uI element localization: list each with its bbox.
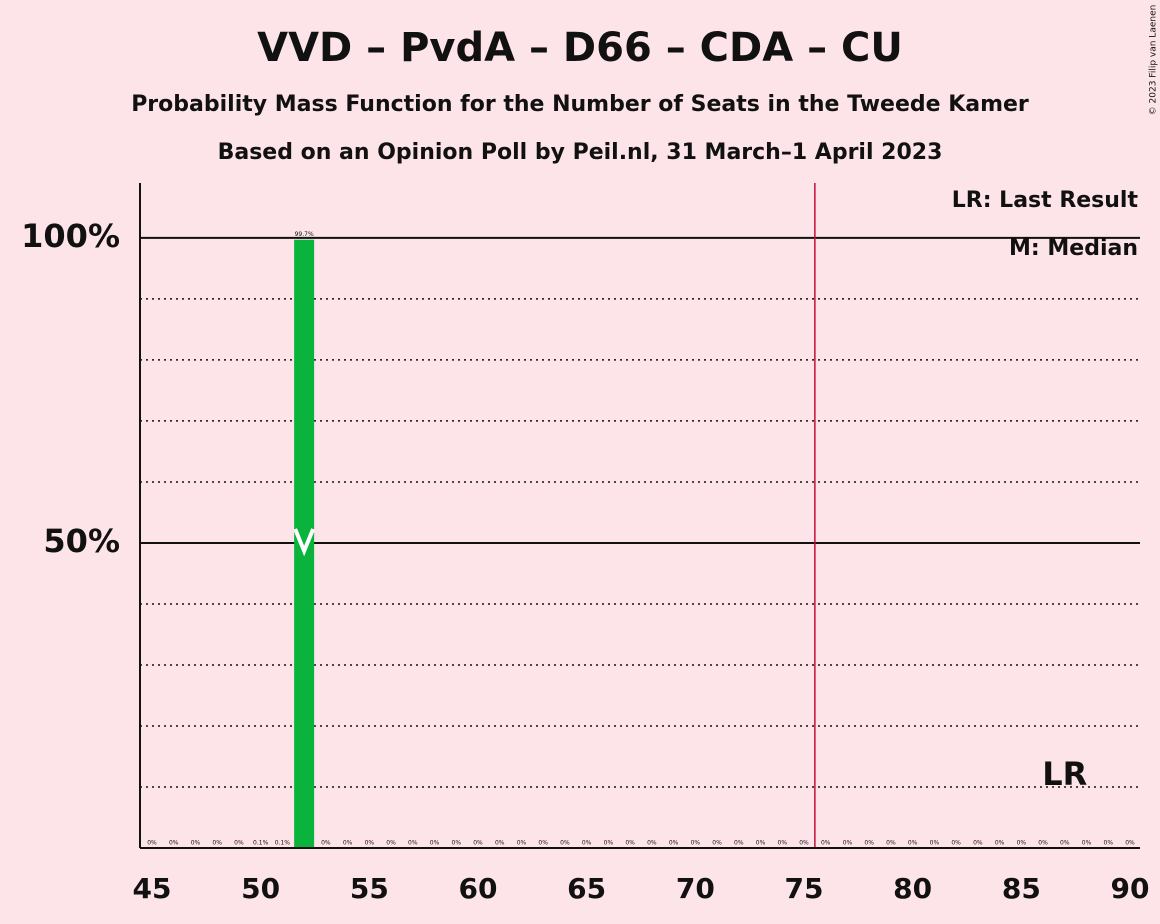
chart-subtitle: Probability Mass Function for the Number… <box>131 92 1029 117</box>
value-label: 0% <box>756 840 766 847</box>
value-label: 0% <box>930 840 940 847</box>
value-label: 0% <box>147 840 157 847</box>
value-label: 0% <box>430 840 440 847</box>
value-label: 0% <box>691 840 701 847</box>
value-label: 0% <box>843 840 853 847</box>
value-label: 0% <box>473 840 483 847</box>
value-label: 0.1% <box>253 840 269 847</box>
value-label: 0% <box>191 840 201 847</box>
x-tick-label: 90 <box>1111 872 1150 905</box>
value-label: 0% <box>712 840 722 847</box>
value-label: 0% <box>1125 840 1135 847</box>
value-label: 0% <box>1060 840 1070 847</box>
value-label: 0% <box>452 840 462 847</box>
value-label: 0% <box>1104 840 1114 847</box>
value-label: 0% <box>973 840 983 847</box>
x-tick-label: 70 <box>676 872 715 905</box>
value-label: 0% <box>517 840 527 847</box>
value-label: 0% <box>365 840 375 847</box>
value-label: 0.1% <box>275 840 291 847</box>
value-label: 0% <box>886 840 896 847</box>
value-label: 0% <box>1082 840 1092 847</box>
x-tick-label: 85 <box>1002 872 1041 905</box>
x-tick-label: 50 <box>241 872 280 905</box>
value-label: 0% <box>538 840 548 847</box>
y-tick-label: 50% <box>43 522 120 560</box>
copyright: © 2023 Filip van Laenen <box>1149 5 1159 116</box>
value-label: 0% <box>1038 840 1048 847</box>
x-tick-label: 75 <box>785 872 824 905</box>
value-label: 0% <box>604 840 614 847</box>
value-label: 0% <box>582 840 592 847</box>
legend-entry: M: Median <box>1009 236 1138 261</box>
x-tick-label: 55 <box>350 872 389 905</box>
x-tick-label: 60 <box>459 872 498 905</box>
value-label: 0% <box>908 840 918 847</box>
x-tick-label: 65 <box>567 872 606 905</box>
value-label: 0% <box>778 840 788 847</box>
y-tick-label: 100% <box>21 217 120 255</box>
value-label: 0% <box>951 840 961 847</box>
value-label: 0% <box>408 840 418 847</box>
value-label: 0% <box>734 840 744 847</box>
value-label: 99.7% <box>295 231 314 238</box>
value-label: 0% <box>669 840 679 847</box>
value-label: 0% <box>321 840 331 847</box>
value-label: 0% <box>560 840 570 847</box>
last-result-label: LR <box>1042 755 1087 793</box>
value-label: 0% <box>864 840 874 847</box>
x-tick-label: 80 <box>893 872 932 905</box>
value-label: 0% <box>343 840 353 847</box>
chart-subtitle: Based on an Opinion Poll by Peil.nl, 31 … <box>218 140 943 165</box>
value-label: 0% <box>799 840 809 847</box>
value-label: 0% <box>1017 840 1027 847</box>
median-marker <box>293 528 315 557</box>
value-label: 0% <box>212 840 222 847</box>
bar <box>294 239 315 848</box>
value-label: 0% <box>995 840 1005 847</box>
x-tick-label: 45 <box>133 872 172 905</box>
value-label: 0% <box>234 840 244 847</box>
value-label: 0% <box>625 840 635 847</box>
chart-title: VVD – PvdA – D66 – CDA – CU <box>257 25 903 71</box>
value-label: 0% <box>386 840 396 847</box>
value-label: 0% <box>169 840 179 847</box>
legend-entry: LR: Last Result <box>952 188 1139 213</box>
value-label: 0% <box>821 840 831 847</box>
value-label: 0% <box>647 840 657 847</box>
value-label: 0% <box>495 840 505 847</box>
